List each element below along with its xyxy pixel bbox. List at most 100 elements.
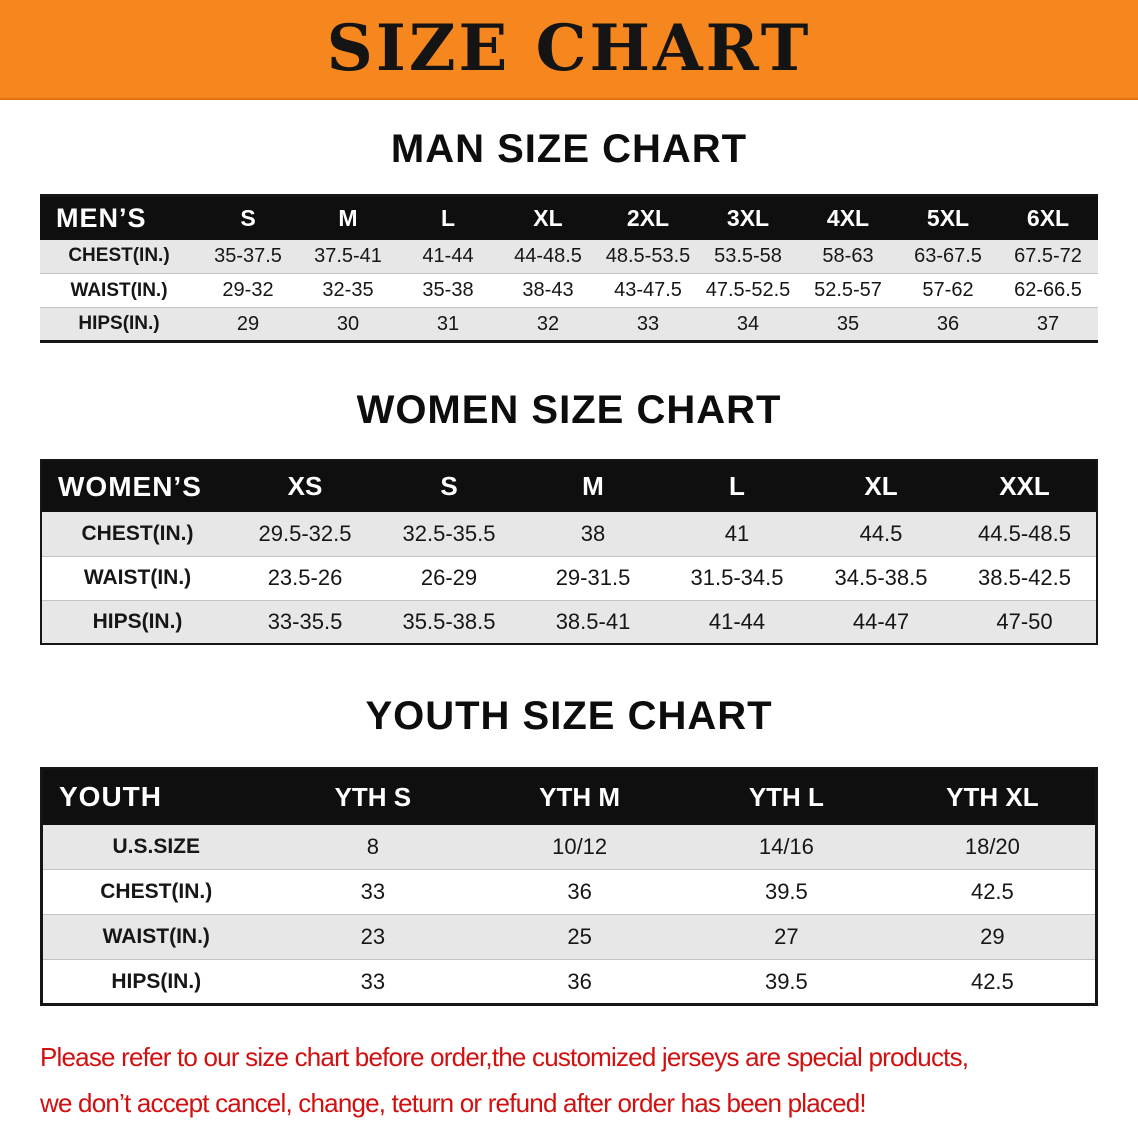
youth-table-body: U.S.SIZE 8 10/12 14/16 18/20 CHEST(IN.) 33 36 39… xyxy=(41,824,1097,1005)
size-value: 36 xyxy=(936,312,960,335)
measurement-row: U.S.SIZE 8 10/12 14/16 18/20 xyxy=(41,824,1097,870)
size-value: 38.5-41 xyxy=(555,608,631,634)
size-value: 47-50 xyxy=(996,608,1053,634)
size-value: 10/12 xyxy=(552,833,608,859)
size-value: 44.5-48.5 xyxy=(978,520,1071,546)
size-value: 35-38 xyxy=(422,279,474,301)
row-label: WAIST(IN.) xyxy=(102,925,210,948)
size-value: 33 xyxy=(636,312,660,335)
header-row: YOUTH YTH S YTH M YTH L YTH XL xyxy=(41,768,1097,825)
row-label: U.S.SIZE xyxy=(112,834,201,858)
header-row: WOMEN’S XS S M L XL XXL xyxy=(41,460,1097,512)
size-value: 39.5 xyxy=(764,879,808,904)
size-value: 31.5-34.5 xyxy=(690,565,784,590)
size-value: 58-63 xyxy=(822,244,874,267)
row-label: HIPS(IN.) xyxy=(111,969,202,993)
size-value: 23 xyxy=(360,924,386,949)
youth-section-heading: YOUTH SIZE CHART xyxy=(365,694,773,738)
row-label: WAIST(IN.) xyxy=(70,279,168,301)
size-column-header: XS xyxy=(233,460,377,512)
measurement-row: CHEST(IN.) 35-37.5 37.5-41 41-44 44-48.5 48.5… xyxy=(40,239,1098,274)
size-value: 53.5-58 xyxy=(714,244,782,267)
size-value: 18/20 xyxy=(964,833,1020,859)
size-column-header: 5XL xyxy=(898,195,998,240)
size-value: 29-32 xyxy=(222,279,274,301)
size-value: 31 xyxy=(436,312,460,335)
women-size-section: WOMEN SIZE CHART WOMEN’S XS S M L XL XXL CHEST… xyxy=(0,387,1138,645)
size-column-header: L xyxy=(398,195,498,240)
row-label: CHEST(IN.) xyxy=(100,880,213,903)
men-size-section: MAN SIZE CHART MEN’S S M L XL 2XL 3XL 4XL 5XL 6XL… xyxy=(0,126,1138,343)
size-column-header: YTH S xyxy=(269,768,477,825)
size-value: 36 xyxy=(567,968,592,994)
measurement-row: WAIST(IN.) 23.5-26 26-29 29-31.5 31.5-34.5 34… xyxy=(41,556,1097,600)
table-corner-label: MEN’S xyxy=(40,195,198,240)
size-chart-banner: SIZE CHART xyxy=(0,0,1138,100)
disclaimer-line-2: we don’t accept cancel, change, teturn o… xyxy=(40,1088,867,1118)
size-value: 47.5-52.5 xyxy=(705,279,791,301)
size-value: 14/16 xyxy=(758,833,814,859)
youth-size-table: YOUTH YTH S YTH M YTH L YTH XL U.S.SIZE 8 10/1… xyxy=(40,767,1098,1006)
size-value: 38 xyxy=(580,520,606,546)
size-value: 67.5-72 xyxy=(1014,244,1082,267)
size-column-header: 6XL xyxy=(998,195,1098,240)
size-column-header: M xyxy=(521,460,665,512)
size-value: 62-66.5 xyxy=(1014,279,1082,301)
size-value: 34.5-38.5 xyxy=(834,565,928,590)
men-table-header: MEN’S S M L XL 2XL 3XL 4XL 5XL 6XL xyxy=(40,195,1098,240)
men-table-body: CHEST(IN.) 35-37.5 37.5-41 41-44 44-48.5 48.5… xyxy=(40,239,1098,342)
size-value: 33 xyxy=(360,968,386,994)
row-label: HIPS(IN.) xyxy=(92,609,183,633)
size-value: 43-47.5 xyxy=(614,279,682,301)
men-size-table: MEN’S S M L XL 2XL 3XL 4XL 5XL 6XL CHEST(IN.) 35-3… xyxy=(40,194,1098,343)
size-value: 41-44 xyxy=(708,608,766,634)
row-label: HIPS(IN.) xyxy=(78,313,160,334)
table-corner-label: WOMEN’S xyxy=(41,460,233,512)
size-value: 32 xyxy=(536,312,560,335)
disclaimer-note: Please refer to our size chart before or… xyxy=(0,1006,1138,1126)
size-value: 26-29 xyxy=(420,565,478,590)
table-corner-label: YOUTH xyxy=(41,768,270,825)
measurement-row: CHEST(IN.) 33 36 39.5 42.5 xyxy=(41,869,1097,915)
youth-table-header: YOUTH YTH S YTH M YTH L YTH XL xyxy=(41,768,1097,825)
size-column-header: YTH M xyxy=(476,768,683,825)
measurement-row: WAIST(IN.) 23 25 27 29 xyxy=(41,914,1097,960)
size-value: 42.5 xyxy=(970,879,1014,904)
size-column-header: S xyxy=(377,460,521,512)
row-label: CHEST(IN.) xyxy=(81,521,194,545)
size-value: 33 xyxy=(360,879,386,904)
measurement-row: WAIST(IN.) 29-32 32-35 35-38 38-43 43-47.5 47.… xyxy=(40,273,1098,308)
size-value: 25 xyxy=(567,924,592,949)
size-column-header: 4XL xyxy=(798,195,898,240)
men-section-heading: MAN SIZE CHART xyxy=(390,127,748,171)
size-value: 48.5-53.5 xyxy=(605,244,691,267)
size-value: 29 xyxy=(980,924,1005,949)
size-value: 44-47 xyxy=(852,608,910,634)
size-value: 38-43 xyxy=(522,279,574,301)
measurement-row: HIPS(IN.) 33-35.5 35.5-38.5 38.5-41 41-44 44-… xyxy=(41,600,1097,644)
size-value: 29-31.5 xyxy=(555,565,631,590)
size-column-header: L xyxy=(665,460,809,512)
size-value: 57-62 xyxy=(922,279,974,301)
row-label: CHEST(IN.) xyxy=(68,245,170,267)
size-value: 27 xyxy=(774,924,799,949)
size-column-header: 3XL xyxy=(698,195,798,240)
header-row: MEN’S S M L XL 2XL 3XL 4XL 5XL 6XL xyxy=(40,195,1098,240)
disclaimer-line-1: Please refer to our size chart before or… xyxy=(40,1042,969,1072)
youth-size-section: YOUTH SIZE CHART YOUTH YTH S YTH M YTH L YTH… xyxy=(0,693,1138,1006)
size-value: 63-67.5 xyxy=(914,244,982,267)
size-value: 41-44 xyxy=(422,244,474,267)
size-value: 42.5 xyxy=(970,968,1014,994)
size-column-header: YTH L xyxy=(683,768,890,825)
women-table-header: WOMEN’S XS S M L XL XXL xyxy=(41,460,1097,512)
size-value: 41 xyxy=(724,520,750,546)
size-value: 38.5-42.5 xyxy=(978,565,1071,590)
size-column-header: XL xyxy=(498,195,598,240)
size-value: 52.5-57 xyxy=(814,279,882,301)
women-section-heading: WOMEN SIZE CHART xyxy=(356,388,782,432)
size-value: 32.5-35.5 xyxy=(402,520,496,546)
size-value: 32-35 xyxy=(322,279,374,301)
size-value: 29 xyxy=(236,312,260,335)
size-value: 37.5-41 xyxy=(314,244,382,267)
size-column-header: M xyxy=(298,195,398,240)
